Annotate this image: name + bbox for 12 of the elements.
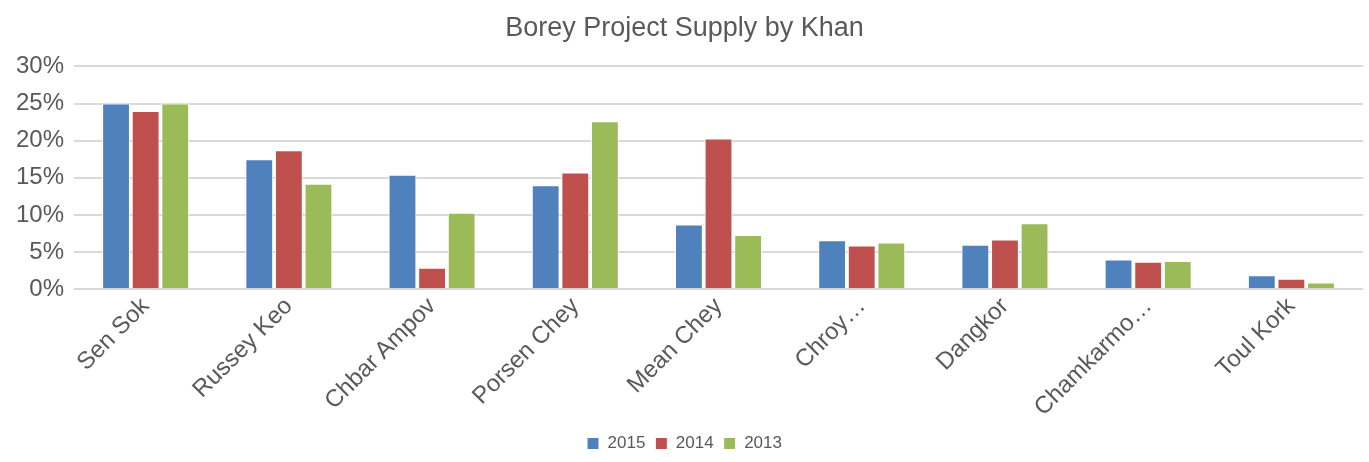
y-tick-label: 30% xyxy=(15,51,65,79)
y-tick-label: 5% xyxy=(29,236,65,264)
legend-label: 2015 xyxy=(607,433,646,453)
x-tick-label: Sen Sok xyxy=(70,290,155,375)
legend-label: 2013 xyxy=(744,433,782,453)
legend-label: 2014 xyxy=(675,433,714,453)
chart-title: Borey Project Supply by Khan xyxy=(505,11,864,42)
y-tick-label: 15% xyxy=(15,162,65,190)
y-tick-label: 0% xyxy=(29,273,65,301)
y-tick-label: 10% xyxy=(15,199,65,227)
y-tick-label: 25% xyxy=(15,88,65,116)
y-tick-label: 20% xyxy=(15,125,65,153)
